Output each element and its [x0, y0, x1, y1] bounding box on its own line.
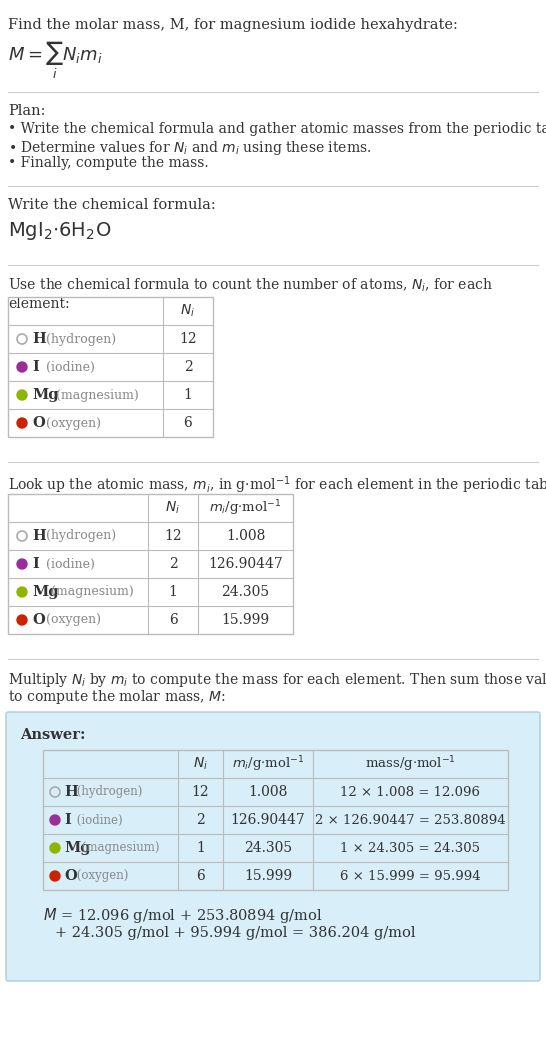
Circle shape — [50, 843, 60, 853]
Text: O: O — [32, 613, 45, 627]
Text: 2: 2 — [196, 813, 205, 827]
Text: 24.305: 24.305 — [244, 841, 292, 855]
Circle shape — [17, 390, 27, 401]
Text: (iodine): (iodine) — [73, 814, 123, 826]
Text: $m_i$/g$\cdot$mol$^{-1}$: $m_i$/g$\cdot$mol$^{-1}$ — [232, 755, 304, 774]
Text: 1: 1 — [169, 585, 177, 599]
Text: 1.008: 1.008 — [226, 529, 265, 543]
Text: Write the chemical formula:: Write the chemical formula: — [8, 198, 216, 212]
Circle shape — [17, 559, 27, 569]
Text: Answer:: Answer: — [20, 728, 86, 742]
Circle shape — [50, 871, 60, 881]
Text: (hydrogen): (hydrogen) — [42, 529, 116, 543]
Text: $M = \sum_i N_i m_i$: $M = \sum_i N_i m_i$ — [8, 40, 103, 81]
Text: H: H — [32, 332, 46, 346]
Text: 126.90447: 126.90447 — [208, 557, 283, 571]
Text: Mg: Mg — [64, 841, 91, 855]
Text: 2 × 126.90447 = 253.80894: 2 × 126.90447 = 253.80894 — [315, 814, 506, 826]
Text: 6: 6 — [196, 868, 205, 883]
Text: $m_i$/g$\cdot$mol$^{-1}$: $m_i$/g$\cdot$mol$^{-1}$ — [209, 499, 282, 518]
Text: + 24.305 g/mol + 95.994 g/mol = 386.204 g/mol: + 24.305 g/mol + 95.994 g/mol = 386.204 … — [55, 926, 416, 940]
Text: 6 × 15.999 = 95.994: 6 × 15.999 = 95.994 — [340, 870, 481, 882]
Text: • Write the chemical formula and gather atomic masses from the periodic table.: • Write the chemical formula and gather … — [8, 122, 546, 136]
Text: O: O — [32, 416, 45, 430]
Text: (oxygen): (oxygen) — [73, 870, 128, 882]
Text: (hydrogen): (hydrogen) — [42, 332, 116, 346]
Circle shape — [50, 815, 60, 825]
Text: mass/g$\cdot$mol$^{-1}$: mass/g$\cdot$mol$^{-1}$ — [365, 755, 456, 774]
Text: Use the chemical formula to count the number of atoms, $N_i$, for each element:: Use the chemical formula to count the nu… — [8, 277, 493, 311]
Text: 6: 6 — [183, 416, 192, 430]
Text: 15.999: 15.999 — [244, 868, 292, 883]
Text: (oxygen): (oxygen) — [42, 613, 101, 626]
Text: Look up the atomic mass, $m_i$, in g$\cdot$mol$^{-1}$ for each element in the pe: Look up the atomic mass, $m_i$, in g$\cd… — [8, 474, 546, 495]
Text: Mg: Mg — [32, 388, 58, 402]
Text: 12: 12 — [164, 529, 182, 543]
Text: 12 × 1.008 = 12.096: 12 × 1.008 = 12.096 — [341, 785, 480, 799]
Text: $N_i$: $N_i$ — [193, 756, 208, 773]
Text: H: H — [64, 785, 78, 799]
Text: (oxygen): (oxygen) — [42, 416, 101, 429]
Text: 1 × 24.305 = 24.305: 1 × 24.305 = 24.305 — [341, 841, 480, 855]
Text: 24.305: 24.305 — [222, 585, 270, 599]
Circle shape — [17, 362, 27, 372]
Text: to compute the molar mass, $M$:: to compute the molar mass, $M$: — [8, 688, 225, 706]
Text: $\mathrm{MgI_2{\cdot}6H_2O}$: $\mathrm{MgI_2{\cdot}6H_2O}$ — [8, 220, 111, 242]
Text: $N_i$: $N_i$ — [165, 500, 181, 516]
Text: 12: 12 — [179, 332, 197, 346]
Text: (magnesium): (magnesium) — [78, 841, 159, 855]
Bar — [43, 750, 508, 890]
Text: I: I — [32, 557, 39, 571]
Text: (iodine): (iodine) — [42, 558, 95, 570]
Text: 12: 12 — [192, 785, 209, 799]
Text: O: O — [64, 868, 77, 883]
Text: 15.999: 15.999 — [222, 613, 270, 627]
Text: Plan:: Plan: — [8, 104, 45, 118]
Text: $M$ = 12.096 g/mol + 253.80894 g/mol: $M$ = 12.096 g/mol + 253.80894 g/mol — [43, 906, 323, 925]
Circle shape — [17, 614, 27, 625]
Text: 1: 1 — [196, 841, 205, 855]
Text: • Determine values for $N_i$ and $m_i$ using these items.: • Determine values for $N_i$ and $m_i$ u… — [8, 139, 371, 157]
Text: H: H — [32, 529, 46, 543]
Text: 1.008: 1.008 — [248, 785, 288, 799]
Text: I: I — [32, 360, 39, 374]
Text: • Finally, compute the mass.: • Finally, compute the mass. — [8, 156, 209, 170]
Text: (magnesium): (magnesium) — [52, 389, 139, 402]
Text: 6: 6 — [169, 613, 177, 627]
Text: Mg: Mg — [32, 585, 58, 599]
FancyBboxPatch shape — [6, 713, 540, 981]
Text: I: I — [64, 813, 71, 827]
Text: (magnesium): (magnesium) — [47, 586, 134, 599]
Text: (iodine): (iodine) — [42, 360, 95, 373]
Text: (hydrogen): (hydrogen) — [73, 785, 143, 799]
Circle shape — [17, 587, 27, 597]
Text: 126.90447: 126.90447 — [230, 813, 305, 827]
Text: Multiply $N_i$ by $m_i$ to compute the mass for each element. Then sum those val: Multiply $N_i$ by $m_i$ to compute the m… — [8, 671, 546, 689]
Text: 2: 2 — [183, 360, 192, 374]
Text: $N_i$: $N_i$ — [181, 302, 195, 319]
Text: Find the molar mass, M, for magnesium iodide hexahydrate:: Find the molar mass, M, for magnesium io… — [8, 18, 458, 32]
Text: 2: 2 — [169, 557, 177, 571]
Bar — [8, 494, 293, 635]
Text: 1: 1 — [183, 388, 192, 402]
Circle shape — [17, 418, 27, 428]
Bar — [8, 297, 213, 437]
